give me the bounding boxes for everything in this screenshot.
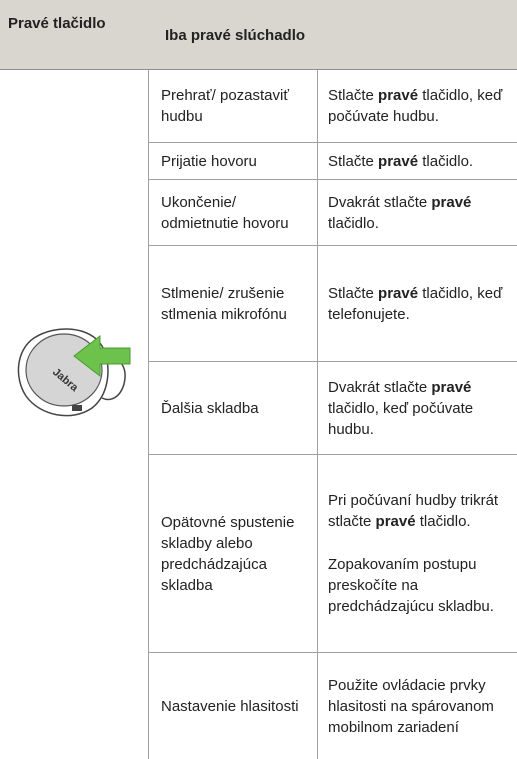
- description-text: Stlačte: [328, 152, 379, 170]
- table-header: Pravé tlačidlo Iba pravé slúchadlo: [0, 0, 517, 70]
- emphasis: pravé: [431, 193, 472, 211]
- description-text: Dvakrát stlačte: [328, 378, 432, 396]
- header-cell: Iba pravé slúchadlo: [165, 27, 306, 44]
- description-text: Stlačte: [328, 87, 379, 104]
- description-text: Použite ovládacie prvky hlasitosti na sp…: [328, 676, 494, 736]
- description-text: Stlačte: [328, 284, 379, 302]
- description-text: tlačidlo.: [418, 152, 474, 170]
- description-text: tlačidlo, keď počúvate hudbu.: [328, 399, 474, 438]
- action-text: Prehrať/ pozastaviť hudbu: [161, 87, 289, 125]
- description-paragraph: Dvakrát stlačte pravé tlačidlo, keď počú…: [328, 377, 513, 440]
- emphasis: pravé: [378, 284, 419, 302]
- description-paragraph: Stlačte pravé tlačidlo, keď telefonujete…: [328, 283, 513, 325]
- description-paragraph: Použite ovládacie prvky hlasitosti na sp…: [328, 675, 513, 738]
- action-text: Nastavenie hlasitosti: [161, 697, 299, 715]
- description-text: tlačidlo, keď telefonujete.: [328, 284, 503, 323]
- table-row: Prijatie hovoru Stlačte pravé tlačidlo.: [148, 143, 517, 180]
- description-paragraph: Pri počúvaní hudby trikrát stlačte pravé…: [328, 490, 513, 532]
- action-text: Stlmenie/ zrušenie stlmenia mikrofónu: [161, 284, 287, 323]
- description-cell: Stlačte pravé tlačidlo, keď počúvate hud…: [318, 70, 517, 142]
- emphasis: pravé: [431, 378, 472, 396]
- description-paragraph: Stlačte pravé tlačidlo.: [328, 151, 513, 172]
- divider: [148, 70, 149, 759]
- description-paragraph: Zopakovaním postupu preskočíte na predch…: [328, 554, 513, 617]
- emphasis: pravé: [375, 513, 416, 530]
- emphasis: pravé: [378, 152, 419, 170]
- emphasis: pravé: [378, 87, 419, 104]
- description-cell: Pri počúvaní hudby trikrát stlačte pravé…: [318, 455, 517, 652]
- description-cell: Stlačte pravé tlačidlo.: [318, 143, 517, 179]
- action-cell: Ďalšia skladba: [148, 362, 318, 454]
- description-cell: Stlačte pravé tlačidlo, keď telefonujete…: [318, 246, 517, 361]
- action-cell: Prijatie hovoru: [148, 143, 318, 179]
- action-cell: Opätovné spustenie skladby alebo predchá…: [148, 455, 318, 652]
- description-cell: Použite ovládacie prvky hlasitosti na sp…: [318, 653, 517, 759]
- table-row: Stlmenie/ zrušenie stlmenia mikrofónu Stl…: [148, 246, 517, 362]
- action-text: Ukončenie/ odmietnutie hovoru: [161, 193, 289, 232]
- header-cell: Pravé tlačidlo: [8, 15, 106, 32]
- description-cell: Dvakrát stlačte pravé tlačidlo.: [318, 180, 517, 245]
- action-text: Opätovné spustenie skladby alebo predchá…: [161, 513, 295, 594]
- table-row: Ďalšia skladba Dvakrát stlačte pravé tlač…: [148, 362, 517, 455]
- action-cell: Ukončenie/ odmietnutie hovoru: [148, 180, 318, 245]
- action-cell: Stlmenie/ zrušenie stlmenia mikrofónu: [148, 246, 318, 361]
- description-text: Dvakrát stlačte: [328, 193, 432, 211]
- action-cell: Nastavenie hlasitosti: [148, 653, 318, 759]
- action-text: Ďalšia skladba: [161, 399, 259, 417]
- table-row: Ukončenie/ odmietnutie hovoru Dvakrát stl…: [148, 180, 517, 246]
- table-row: Prehrať/ pozastaviť hudbu Stlačte pravé t…: [148, 70, 517, 143]
- description-text: Zopakovaním postupu preskočíte na predch…: [328, 556, 494, 615]
- description-paragraph: Dvakrát stlačte pravé tlačidlo.: [328, 192, 513, 234]
- earbud-illustration: Jabra: [17, 328, 131, 417]
- description-text: tlačidlo.: [328, 214, 379, 232]
- action-text: Prijatie hovoru: [161, 152, 257, 170]
- description-paragraph: Stlačte pravé tlačidlo, keď počúvate hud…: [328, 85, 513, 127]
- description-text: Pri počúvaní hudby trikrát stlačte: [328, 492, 499, 530]
- description-text: tlačidlo.: [415, 513, 471, 530]
- action-cell: Prehrať/ pozastaviť hudbu: [148, 70, 318, 142]
- description-cell: Dvakrát stlačte pravé tlačidlo, keď počú…: [318, 362, 517, 454]
- table-row: Nastavenie hlasitosti Použite ovládacie p…: [148, 653, 517, 759]
- table-row: Opätovné spustenie skladby alebo predchá…: [148, 455, 517, 653]
- description-text: tlačidlo, keď počúvate hudbu.: [328, 87, 503, 125]
